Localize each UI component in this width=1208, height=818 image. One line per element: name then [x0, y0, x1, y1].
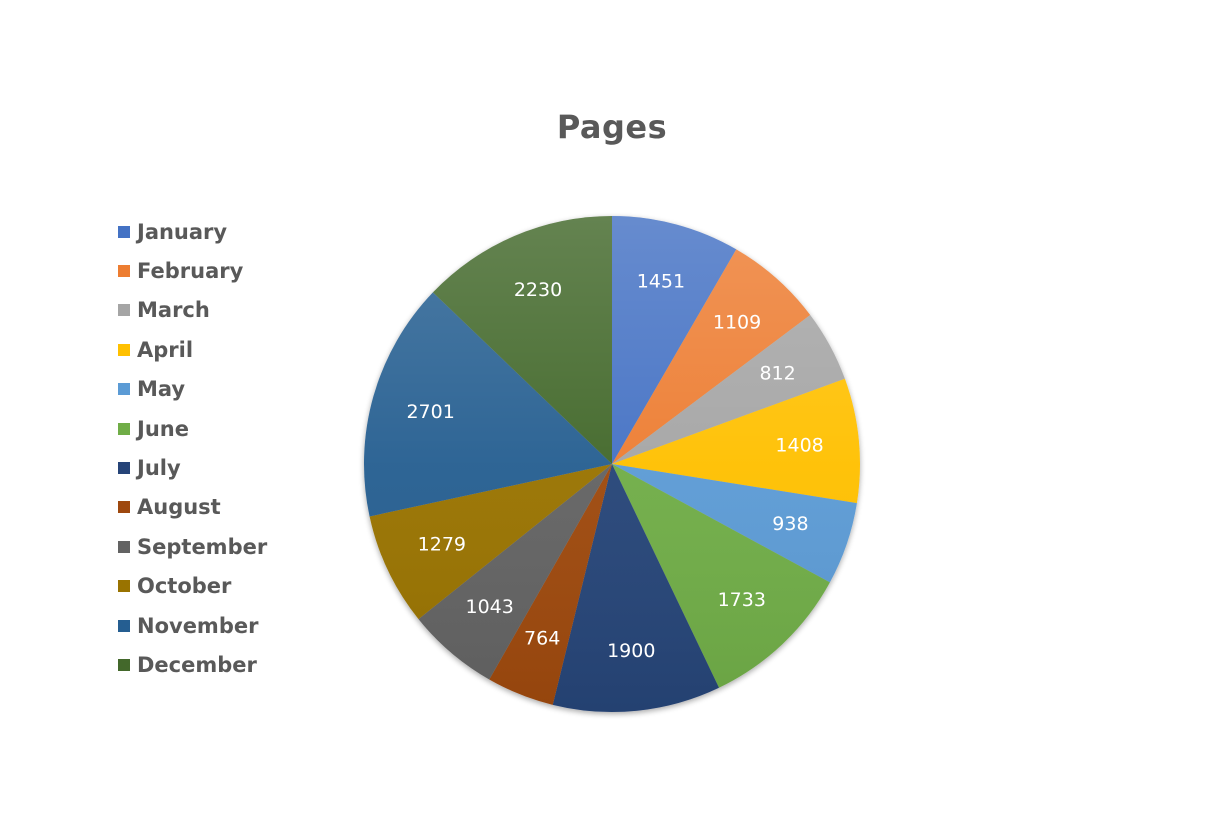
- legend-label: April: [137, 337, 194, 362]
- legend-item-november: November: [118, 606, 267, 645]
- legend-swatch: [118, 225, 130, 238]
- pie-data-labels: 1451 1109 812 1408 938 1733 1900 764 1043 1279 270…: [406, 270, 823, 662]
- data-label-june: 1733: [718, 589, 766, 611]
- chart-legend: January February March April May June July Augu…: [118, 212, 267, 685]
- legend-swatch: [118, 540, 130, 553]
- data-label-july: 1900: [607, 640, 655, 662]
- data-label-february: 1109: [713, 311, 761, 333]
- data-label-november: 2701: [406, 401, 454, 423]
- data-label-december: 2230: [514, 279, 562, 301]
- legend-label: October: [137, 574, 232, 599]
- legend-item-march: March: [118, 291, 267, 330]
- legend-label: November: [137, 613, 259, 638]
- legend-swatch: [118, 265, 130, 278]
- legend-label: June: [137, 416, 189, 441]
- legend-item-august: August: [118, 488, 267, 527]
- legend-swatch: [118, 580, 130, 593]
- legend-swatch: [118, 658, 130, 671]
- legend-label: September: [137, 534, 268, 559]
- legend-label: July: [137, 456, 181, 481]
- legend-item-may: May: [118, 370, 267, 409]
- legend-item-october: October: [118, 567, 267, 606]
- legend-swatch: [118, 462, 130, 475]
- legend-swatch: [118, 343, 130, 356]
- legend-swatch: [118, 619, 130, 632]
- pie-slices: [364, 216, 860, 712]
- data-label-august: 764: [524, 628, 560, 650]
- legend-label: May: [137, 377, 186, 402]
- legend-label: December: [137, 652, 257, 677]
- chart-title: Pages: [556, 108, 668, 146]
- legend-item-july: July: [118, 448, 267, 487]
- legend-label: August: [137, 495, 221, 520]
- data-label-october: 1279: [418, 534, 466, 556]
- legend-item-april: April: [118, 330, 267, 369]
- data-label-january: 1451: [637, 270, 685, 292]
- legend-item-september: September: [118, 527, 267, 566]
- legend-swatch: [118, 304, 130, 317]
- legend-swatch: [118, 501, 130, 514]
- legend-label: February: [137, 259, 244, 284]
- legend-item-june: June: [118, 409, 267, 448]
- data-label-september: 1043: [465, 596, 513, 618]
- legend-label: March: [137, 298, 210, 323]
- legend-label: January: [137, 219, 228, 244]
- legend-swatch: [118, 422, 130, 435]
- legend-item-february: February: [118, 251, 267, 290]
- legend-swatch: [118, 383, 130, 396]
- data-label-march: 812: [759, 363, 795, 385]
- data-label-april: 1408: [775, 434, 823, 456]
- legend-item-december: December: [118, 645, 267, 684]
- data-label-may: 938: [772, 513, 808, 535]
- legend-item-january: January: [118, 212, 267, 251]
